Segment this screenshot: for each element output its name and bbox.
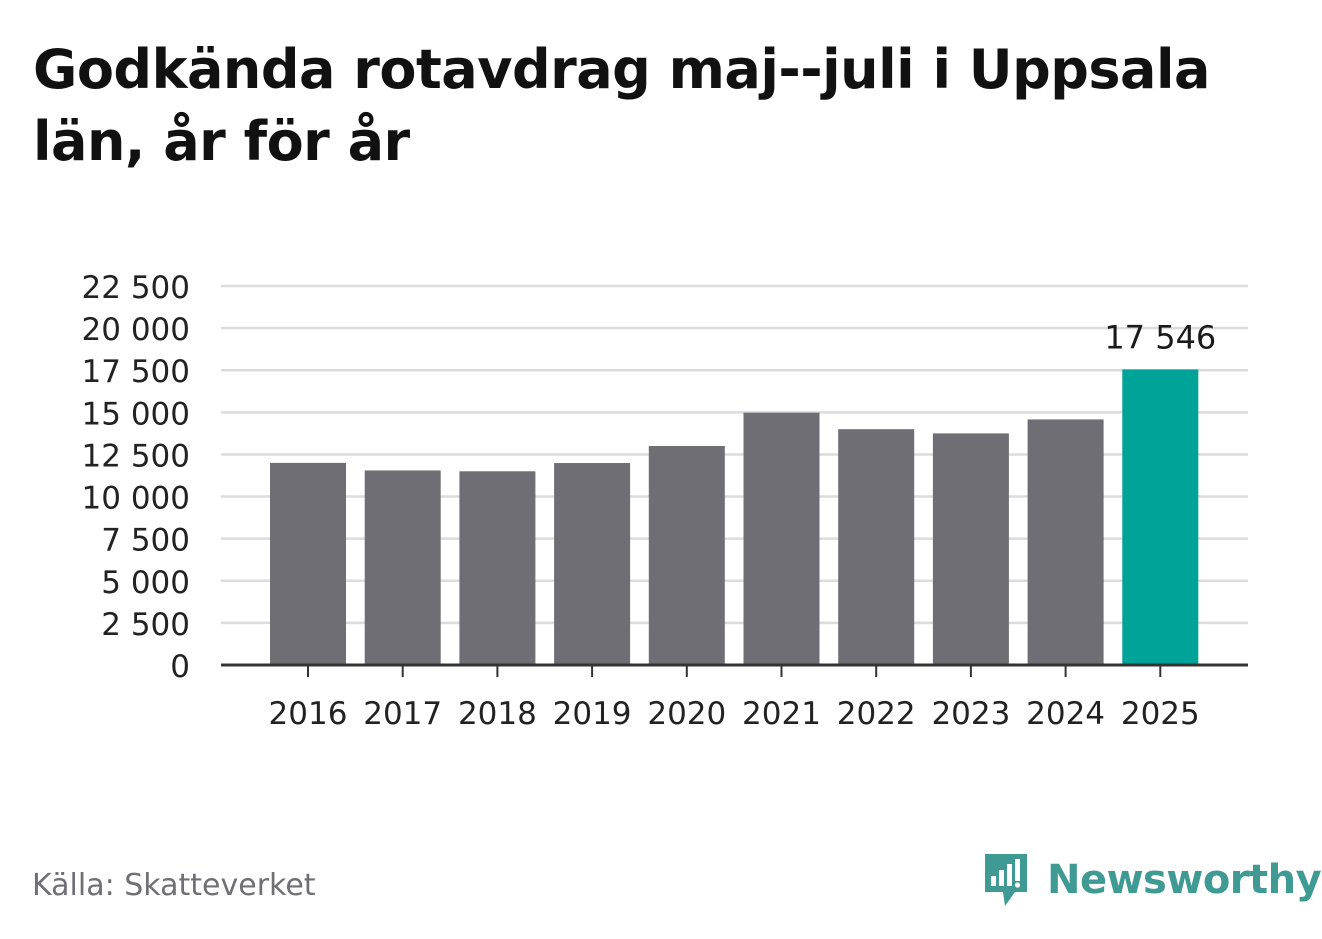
bar-2023	[932, 433, 1009, 665]
brand-logo-group: Newsworthy	[981, 850, 1322, 910]
y-tick-label: 17 500	[82, 354, 190, 390]
bar-2018	[459, 471, 536, 665]
x-tick-label: 2018	[458, 696, 537, 732]
x-tick-label: 2023	[931, 696, 1010, 732]
y-tick-label: 5 000	[101, 565, 190, 601]
y-tick-label: 0	[170, 649, 190, 685]
y-tick-label: 22 500	[82, 270, 190, 306]
x-tick-label: 2017	[363, 696, 442, 732]
bar-2021	[743, 412, 820, 665]
bar-2025	[1122, 369, 1199, 665]
x-tick-label: 2025	[1121, 696, 1200, 732]
x-tick-label: 2022	[837, 696, 916, 732]
y-tick-label: 12 500	[82, 438, 190, 474]
y-tick-label: 7 500	[101, 523, 190, 559]
y-tick-label: 2 500	[101, 607, 190, 643]
bar-2020	[648, 446, 725, 665]
y-tick-label: 20 000	[82, 312, 190, 348]
bar-2017	[364, 470, 441, 665]
chart-title: Godkända rotavdrag maj--juli i Uppsala l…	[33, 38, 1210, 173]
axes	[221, 663, 1248, 677]
x-tick-label: 2024	[1026, 696, 1105, 732]
x-tick-label: 2019	[553, 696, 632, 732]
bar-2019	[554, 463, 631, 665]
y-tick-label: 10 000	[82, 481, 190, 517]
bar-2022	[838, 429, 915, 665]
newsworthy-logo-icon	[985, 854, 1027, 906]
bar-2024	[1027, 419, 1104, 665]
x-tick-label: 2021	[742, 696, 821, 732]
bar-2016	[270, 462, 346, 665]
x-tick-label: 2016	[269, 696, 348, 732]
x-tick-label: 2020	[647, 696, 726, 732]
labels: 0 2 500 5 000 7 500 10 000 12 500 15 000 17 500…	[82, 270, 1217, 732]
data-label: 17 546	[1104, 318, 1216, 356]
bars	[270, 369, 1199, 665]
brand-name: Newsworthy	[1047, 857, 1322, 903]
source-note: Källa: Skatteverket	[32, 868, 316, 903]
y-tick-label: 15 000	[82, 396, 190, 432]
